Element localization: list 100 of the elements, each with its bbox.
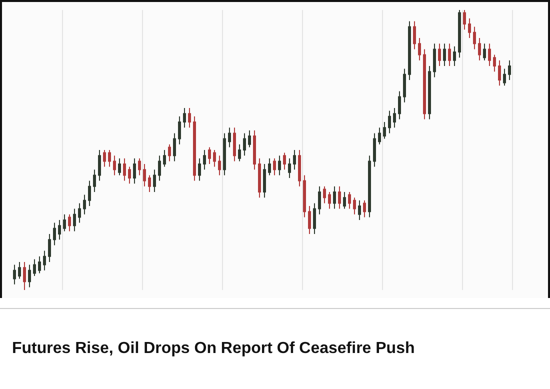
candlestick: [428, 66, 431, 120]
candlestick: [323, 186, 326, 204]
candlestick: [68, 214, 71, 232]
candlestick: [343, 192, 346, 210]
candlestick: [363, 200, 366, 218]
candlestick: [138, 158, 141, 176]
candlestick: [153, 169, 156, 192]
candlestick: [298, 150, 301, 187]
candlestick: [33, 258, 36, 276]
candlestick: [238, 144, 241, 162]
candlestick: [198, 158, 201, 182]
candlestick: [123, 158, 126, 182]
candlestick: [48, 234, 51, 262]
candlestick: [383, 122, 386, 140]
candlestick: [208, 146, 211, 164]
candlestick: [98, 150, 101, 182]
candlestick: [263, 164, 266, 198]
candlestick: [293, 150, 296, 170]
candlestick: [158, 155, 161, 182]
candlestick: [448, 43, 451, 66]
candlestick: [403, 68, 406, 103]
candlestick: [218, 155, 221, 176]
candlestick: [453, 46, 456, 66]
candlestick: [108, 150, 111, 168]
candlestick: [173, 132, 176, 162]
candlestick: [73, 208, 76, 232]
candlestick: [213, 150, 216, 168]
candlestick: [483, 43, 486, 61]
candlestick: [458, 10, 461, 58]
candlestick: [233, 127, 236, 162]
candlestick: [78, 202, 81, 224]
candlestick: [368, 155, 371, 218]
candlestick: [353, 197, 356, 215]
candlestick: [188, 108, 191, 128]
candlestick: [163, 150, 166, 168]
candlestick: [348, 192, 351, 210]
candlestick: [178, 116, 181, 145]
candlestick: [128, 166, 131, 184]
candlestick: [463, 10, 466, 30]
candlestick: [28, 264, 31, 288]
candlestick: [493, 54, 496, 72]
candlestick: [258, 158, 261, 198]
candlestick: [278, 155, 281, 176]
candlestick: [373, 132, 376, 168]
candlestick: [308, 206, 311, 234]
candlestick: [508, 60, 511, 80]
candlestick: [253, 130, 256, 170]
candlestick: [488, 43, 491, 66]
candlestick: [393, 108, 396, 128]
candlestick: [288, 158, 291, 178]
candlestick: [83, 194, 86, 215]
candlestick: [13, 264, 16, 285]
candlestick: [333, 186, 336, 210]
candlestick: [228, 127, 231, 148]
candlestick: [398, 90, 401, 120]
candlestick: [438, 43, 441, 66]
candlestick: [418, 38, 421, 61]
candlestick: [248, 130, 251, 148]
candlestick: [358, 200, 361, 220]
candlestick: [478, 38, 481, 61]
candlestick: [408, 20, 411, 80]
candlestick: [498, 60, 501, 86]
candlestick: [203, 150, 206, 170]
candlestick: [378, 127, 381, 145]
candlestick: [168, 144, 171, 162]
candlestick: [118, 158, 121, 176]
candlestick: [413, 20, 416, 50]
candlestick: [133, 158, 136, 184]
candlestick: [148, 174, 151, 192]
candlestick: [58, 220, 61, 240]
text: Futures Rise, Oil Drops On Report Of Ceasefire Push: [12, 340, 415, 358]
candlestick: [23, 262, 26, 290]
candlestick: [53, 222, 56, 246]
candlestick: [143, 164, 146, 187]
candlestick: [103, 150, 106, 168]
candlestick: [18, 262, 21, 280]
candlestick: [283, 152, 286, 170]
candlestick: [503, 68, 506, 86]
candlestick: [223, 132, 226, 176]
candlestick: [318, 186, 321, 215]
candlestick: [43, 250, 46, 271]
candlestick: [193, 116, 196, 182]
candlestick: [443, 43, 446, 66]
candlestick: [303, 174, 306, 218]
candlestick: [338, 186, 341, 210]
candlestick: [273, 158, 276, 176]
candlestick: [433, 43, 436, 78]
candlestick: [63, 214, 66, 232]
candlestick: [113, 155, 116, 176]
candlestick: [93, 169, 96, 192]
candlestick: [88, 180, 91, 206]
candlestick: [423, 48, 426, 120]
candlestick: [268, 158, 271, 176]
candlestick: [313, 202, 316, 234]
candlestick: [328, 192, 331, 210]
candlestick: [388, 110, 391, 134]
candlestick: [473, 26, 476, 50]
candlestick: [243, 132, 246, 156]
candlestick: [468, 18, 471, 38]
candlestick: [38, 256, 41, 274]
